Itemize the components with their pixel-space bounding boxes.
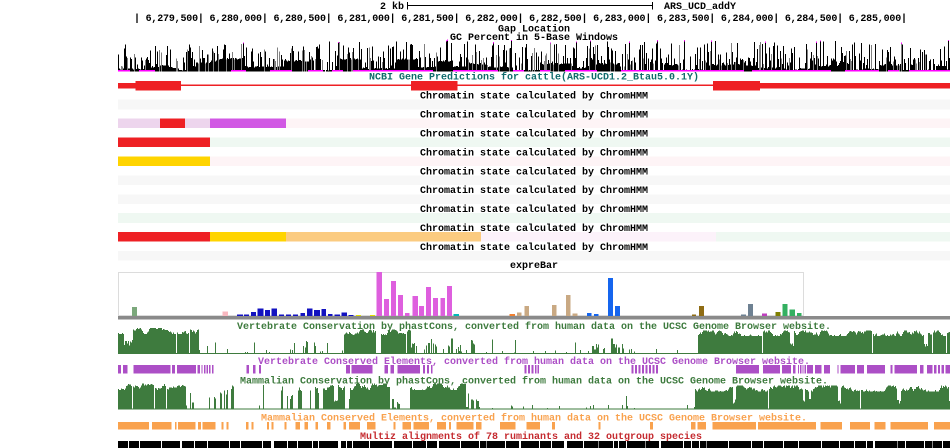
- svg-text:Vertebrate Conservation by pha: Vertebrate Conservation by phastCons, co…: [237, 321, 831, 333]
- svg-text:NCBI Gene Predictions for catt: NCBI Gene Predictions for cattle(ARS-UCD…: [369, 71, 699, 83]
- svg-text:Chromatin state calculated by: Chromatin state calculated by ChromHMM: [420, 128, 648, 140]
- svg-text:Chromatin state calculated by: Chromatin state calculated by ChromHMM: [420, 185, 648, 197]
- svg-text:Vertebrate Conserved Elements,: Vertebrate Conserved Elements, converted…: [258, 356, 810, 368]
- svg-text:Mammalian Conservation by phas: Mammalian Conservation by phastCons, con…: [240, 375, 828, 387]
- svg-text:Mammalian Conserved Elements,: Mammalian Conserved Elements, converted …: [261, 413, 807, 425]
- svg-text:GC Percent in 5-Base Windows: GC Percent in 5-Base Windows: [450, 32, 618, 44]
- svg-text:Chromatin state calculated by: Chromatin state calculated by ChromHMM: [420, 147, 648, 159]
- svg-text:Chromatin state calculated by: Chromatin state calculated by ChromHMM: [420, 223, 648, 235]
- svg-text:| 6,279,500| 6,280,000| 6,280,: | 6,279,500| 6,280,000| 6,280,500| 6,281…: [134, 13, 907, 25]
- svg-text:2 kb: 2 kb: [380, 1, 404, 13]
- svg-text:Chromatin state calculated by: Chromatin state calculated by ChromHMM: [420, 242, 648, 254]
- svg-text:Chromatin state calculated by: Chromatin state calculated by ChromHMM: [420, 110, 648, 122]
- svg-text:expreBar: expreBar: [510, 261, 558, 272]
- svg-text:Gap Location: Gap Location: [498, 24, 570, 36]
- svg-text:Chromatin state calculated by: Chromatin state calculated by ChromHMM: [420, 166, 648, 178]
- svg-text:Chromatin state calculated by: Chromatin state calculated by ChromHMM: [420, 91, 648, 103]
- svg-text:ARS_UCD_addY: ARS_UCD_addY: [664, 1, 736, 13]
- svg-text:Multiz alignments of 78 rumina: Multiz alignments of 78 ruminants and 32…: [360, 431, 702, 443]
- svg-text:Chromatin state calculated by: Chromatin state calculated by ChromHMM: [420, 204, 648, 216]
